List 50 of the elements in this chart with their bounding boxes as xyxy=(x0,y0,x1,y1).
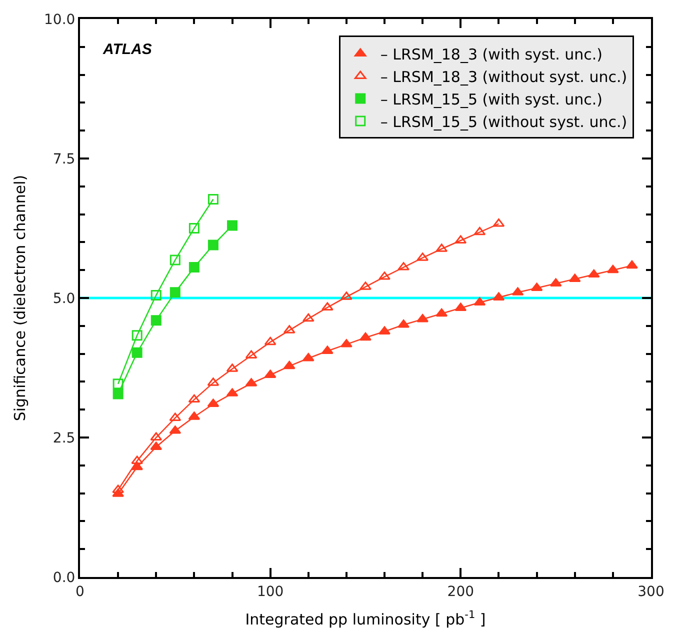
point xyxy=(568,274,581,282)
point xyxy=(626,260,638,269)
y-axis-title: Significance (dielectron channel) xyxy=(10,174,29,422)
point xyxy=(112,388,124,400)
point xyxy=(150,290,162,300)
point xyxy=(416,314,429,322)
point xyxy=(207,398,220,408)
point xyxy=(302,313,314,322)
point xyxy=(112,378,124,390)
y-tick-label: 10.0 xyxy=(44,12,76,28)
annotation: ATLAS xyxy=(102,41,152,58)
legend-label: – LRSM_15_5 (with syst. unc.) xyxy=(380,90,603,108)
legend-label: – LRSM_18_3 (without syst. unc.) xyxy=(380,68,628,86)
point xyxy=(150,315,162,326)
point xyxy=(340,292,352,300)
point xyxy=(188,262,200,273)
y-tick-label: 7.5 xyxy=(52,151,76,168)
point xyxy=(378,326,390,334)
point xyxy=(283,360,296,370)
point xyxy=(360,282,372,290)
legend-label: – LRSM_18_3 (with syst. unc.) xyxy=(380,45,603,64)
point xyxy=(474,226,486,236)
point xyxy=(170,254,180,266)
point xyxy=(208,194,218,204)
point xyxy=(436,308,448,317)
x-tick-label: 100 xyxy=(256,584,284,600)
point xyxy=(132,330,142,341)
point xyxy=(321,346,334,354)
x-tick-label: 200 xyxy=(447,584,474,600)
point xyxy=(454,302,467,312)
point xyxy=(378,272,390,280)
x-tick-label: 0 xyxy=(76,584,84,600)
point xyxy=(227,220,238,231)
y-tick-label: 5.0 xyxy=(52,290,76,307)
point xyxy=(606,264,619,274)
point xyxy=(340,339,352,348)
point xyxy=(188,394,200,403)
point xyxy=(208,240,218,250)
point xyxy=(454,235,467,244)
y-tick-label: 0.0 xyxy=(52,570,76,586)
x-axis-title: Integrated pp luminosity [ pb$^{-1}$ ] xyxy=(245,609,486,628)
point xyxy=(170,287,180,298)
point xyxy=(360,332,372,341)
point xyxy=(588,269,600,278)
point xyxy=(188,223,200,234)
point xyxy=(264,336,276,346)
y-tick-label: 2.5 xyxy=(52,430,76,446)
point xyxy=(132,347,142,358)
x-tick-label: 300 xyxy=(638,584,664,600)
legend-label: – LRSM_15_5 (without syst. unc.) xyxy=(380,112,628,131)
